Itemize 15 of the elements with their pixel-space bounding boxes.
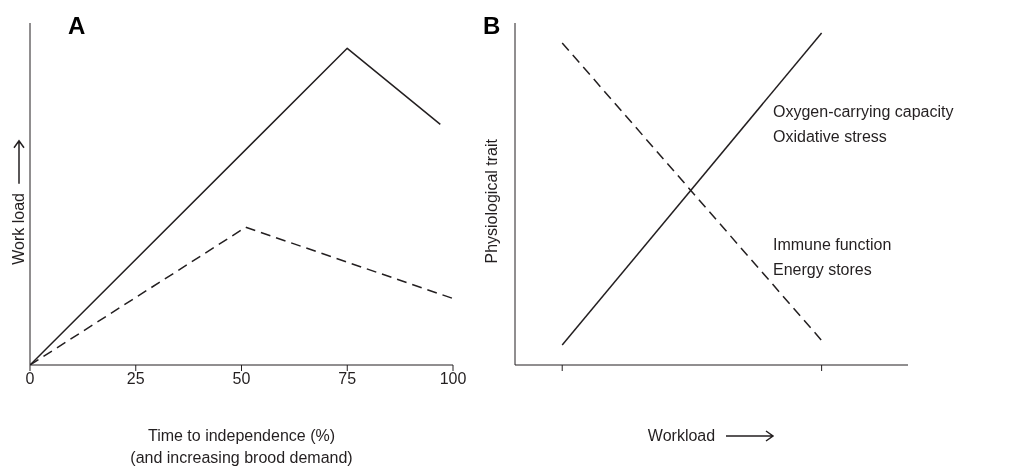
x-axis-title: Workload (647, 426, 716, 446)
x-tick-label: 25 (126, 370, 145, 388)
annotation: Oxygen-carrying capacity (773, 103, 954, 121)
annotation: Immune function (773, 236, 892, 254)
y-axis-title: Work load (10, 192, 28, 265)
x-axis-title: Time to independence (%) (and increasing brood demand) (130, 426, 353, 468)
annotation: Oxidative stress (773, 128, 887, 146)
x-tick-label: 50 (232, 370, 251, 388)
chart-title: B (483, 12, 501, 40)
y-axis-title: Physiological trait (483, 139, 501, 264)
x-tick-label: 100 (439, 370, 467, 388)
chart-title: A (68, 12, 86, 40)
annotation: Energy stores (773, 261, 872, 279)
x-tick-label: 75 (338, 370, 357, 388)
x-tick-label: 0 (25, 370, 35, 388)
